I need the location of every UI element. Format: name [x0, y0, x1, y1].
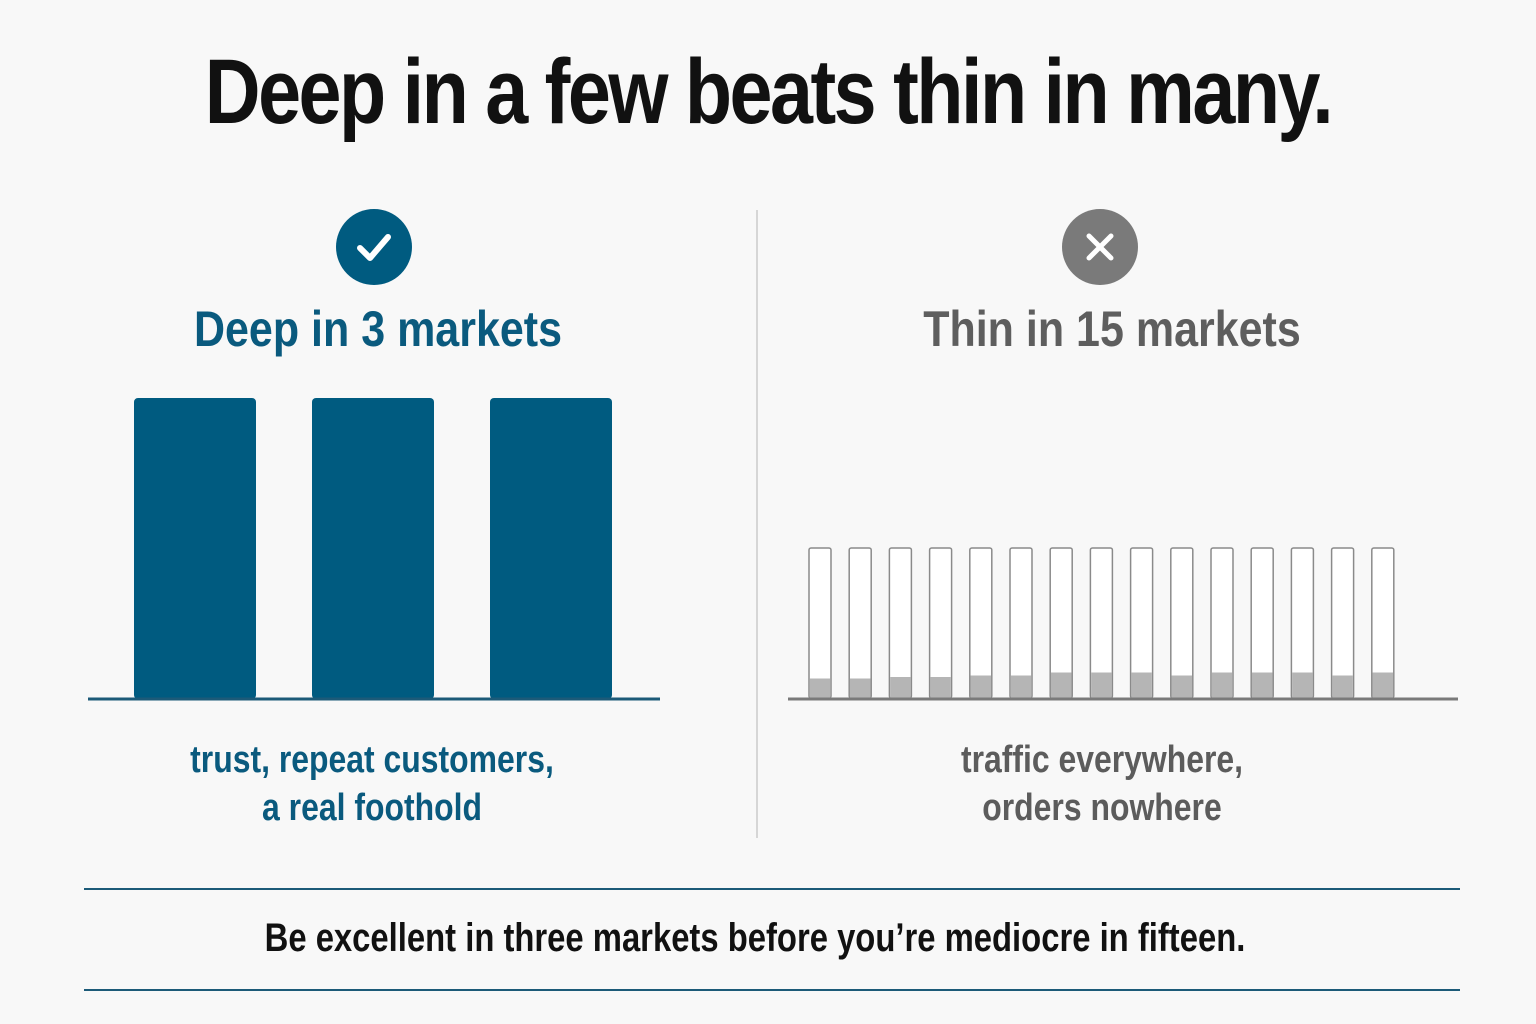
deep-caption-line-1: trust, repeat customers, [190, 739, 554, 781]
thin-market-bar-fill [1050, 672, 1072, 698]
deep-caption-line-2: a real foothold [262, 787, 482, 829]
deep-caption: trust, repeat customers, a real foothold [162, 736, 582, 832]
check-icon [336, 209, 412, 285]
thin-market-bar-fill [1372, 672, 1394, 698]
thin-market-bar-fill [1332, 675, 1353, 698]
thin-market-bar-outline [808, 547, 832, 699]
thin-caption: traffic everywhere, orders nowhere [892, 736, 1312, 832]
thin-caption-line-1: traffic everywhere, [960, 739, 1244, 781]
thin-market-bar-fill [809, 678, 831, 698]
thin-market-bar-fill [1211, 672, 1233, 698]
thin-caption-line-2: orders nowhere [982, 787, 1222, 829]
thin-market-bar-outline [888, 547, 913, 699]
thin-heading: Thin in 15 markets [923, 301, 1301, 357]
thin-markets-chart [788, 547, 1458, 701]
deep-heading: Deep in 3 markets [193, 301, 563, 357]
thin-market-bar-fill [1251, 672, 1273, 698]
deep-market-bar [312, 398, 434, 699]
thin-market-bar-fill [1091, 672, 1112, 698]
thin-market-bar-outline [928, 547, 953, 699]
thin-market-bar-outline [848, 547, 872, 699]
footer-message: Be excellent in three markets before you… [264, 916, 1246, 960]
thin-market-bar-fill [890, 677, 911, 698]
thin-market-bar-fill [1292, 672, 1313, 698]
x-icon [1062, 209, 1138, 285]
thin-market-bar-fill [970, 675, 992, 698]
footer-rule-top [84, 888, 1460, 890]
footer-rule-bottom [84, 989, 1460, 991]
page-title: Deep in a few beats thin in many. [204, 41, 1334, 143]
thin-market-bar-fill [930, 677, 951, 698]
thin-market-bar-fill [1131, 672, 1152, 698]
deep-market-bar [490, 398, 612, 699]
thin-market-bar-fill [849, 678, 871, 698]
deep-market-bar [134, 398, 256, 699]
thin-market-bar-fill [1171, 675, 1193, 698]
thin-market-bar-fill [1010, 675, 1032, 698]
deep-markets-chart [88, 398, 660, 701]
panel-divider [756, 210, 758, 838]
